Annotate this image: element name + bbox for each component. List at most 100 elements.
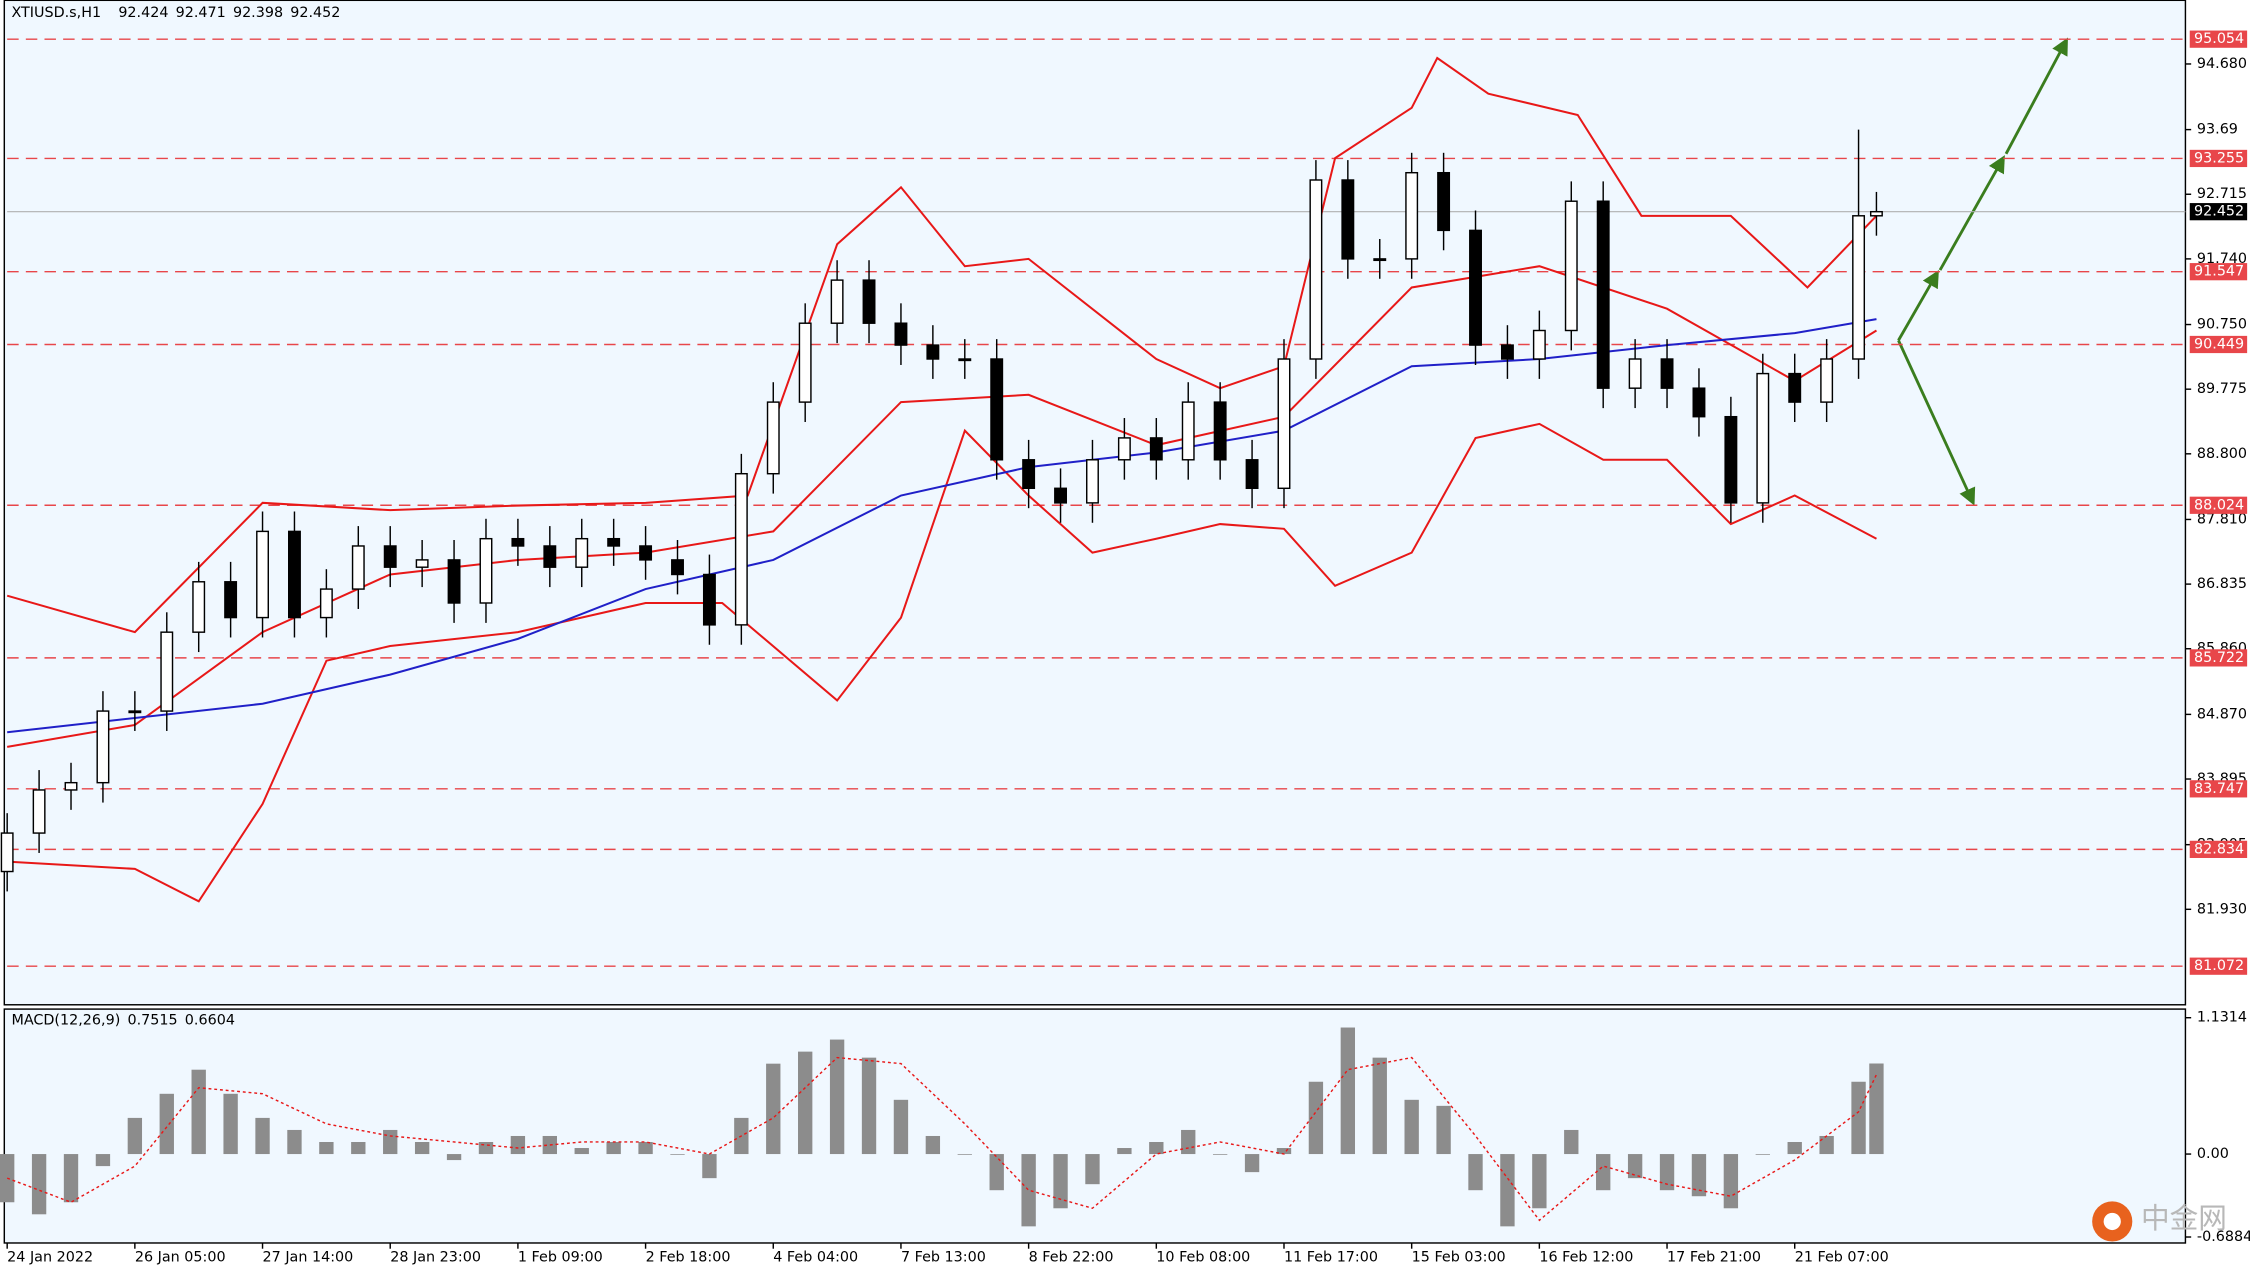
- y-tick-label: 84.870: [2197, 706, 2247, 722]
- macd-bar: [893, 1099, 909, 1155]
- x-tick-label: 21 Feb 07:00: [1795, 1249, 1889, 1265]
- macd-bar: [1053, 1154, 1068, 1209]
- y-tick-label: 90.750: [2197, 317, 2247, 333]
- macd-bar: [63, 1154, 79, 1203]
- candle-body: [766, 401, 780, 475]
- macd-bar: [1755, 1154, 1770, 1155]
- candle-body: [351, 545, 365, 590]
- y-tick-label: 89.775: [2197, 381, 2247, 397]
- macd-bar: [1276, 1148, 1292, 1155]
- macd-bar: [1212, 1154, 1228, 1155]
- level-label: 91.547: [2194, 264, 2244, 280]
- macd-bar: [1404, 1099, 1419, 1155]
- y-tick-label: 92.715: [2197, 186, 2247, 202]
- level-label: 85.722: [2194, 650, 2244, 666]
- x-tick-label: 26 Jan 05:00: [135, 1249, 226, 1265]
- x-tick-label: 11 Feb 17:00: [1284, 1249, 1378, 1265]
- level-label-box: [2189, 335, 2248, 354]
- macd-bar: [1723, 1154, 1739, 1209]
- candle-body: [1373, 258, 1387, 262]
- macd-bar: [95, 1154, 111, 1167]
- candle-body: [543, 545, 557, 568]
- candle-body: [1405, 171, 1419, 260]
- level-label: 90.449: [2194, 336, 2244, 352]
- macd-bar: [510, 1135, 526, 1155]
- macd-bar: [255, 1117, 270, 1155]
- macd-bar: [1468, 1154, 1483, 1191]
- candle-body: [1852, 215, 1866, 360]
- y-tick-label: 81.930: [2197, 901, 2247, 917]
- candle-body: [96, 710, 110, 784]
- arrow: [1897, 269, 1939, 342]
- candle-body: [1756, 372, 1770, 504]
- macd-bar: [1659, 1154, 1675, 1191]
- x-tick-label: 4 Feb 04:00: [773, 1249, 858, 1265]
- candle-body: [1022, 459, 1036, 490]
- macd-bar: [414, 1142, 430, 1155]
- candle-body: [1469, 229, 1482, 346]
- y-tick-label: 88.800: [2197, 446, 2247, 462]
- level-label-box: [2189, 780, 2248, 798]
- candle-body: [128, 710, 142, 714]
- candle-body: [1564, 200, 1578, 332]
- candle-body: [0, 832, 14, 873]
- candle-body: [1277, 358, 1291, 490]
- candle-body: [830, 279, 844, 324]
- candle-body: [1149, 437, 1163, 461]
- macd-bar: [1436, 1105, 1451, 1155]
- macd-bar: [1149, 1142, 1164, 1155]
- last-price-label: 92.452: [2194, 204, 2244, 220]
- candle-body: [1724, 415, 1738, 504]
- y-tick-label: 93.69: [2197, 122, 2238, 138]
- y-tick-label: 0.00: [2197, 1146, 2229, 1162]
- candle-body: [1596, 200, 1610, 389]
- macd-bar: [223, 1093, 238, 1155]
- macd-bar: [606, 1142, 621, 1155]
- macd-bar: [287, 1129, 302, 1155]
- candle-body: [383, 545, 397, 568]
- x-tick-label: 27 Jan 14:00: [263, 1249, 354, 1265]
- candle-body: [702, 573, 716, 626]
- quote-value: 92.452: [290, 5, 340, 21]
- candle-body: [798, 322, 812, 403]
- level-label-box: [2189, 149, 2248, 168]
- level-label-box: [2189, 840, 2248, 858]
- macd-bar: [383, 1129, 398, 1155]
- candle-body: [734, 472, 748, 626]
- y-tick-label: 87.810: [2197, 511, 2247, 527]
- x-tick-label: 15 Feb 03:00: [1412, 1249, 1506, 1265]
- candle-body: [1660, 358, 1674, 389]
- y-tick-label: 94.680: [2197, 56, 2247, 72]
- quote-value: 92.471: [176, 5, 226, 21]
- macd-bar: [829, 1039, 845, 1155]
- macd-bar: [319, 1142, 334, 1155]
- macd-bar: [670, 1154, 685, 1155]
- chart-title: XTIUSD.s,H1 92.424 92.471 92.398 92.452: [11, 5, 340, 21]
- candle-body: [160, 631, 174, 712]
- candle-body: [575, 537, 589, 568]
- macd-panel: [3, 1008, 2187, 1244]
- candle-body: [607, 537, 621, 547]
- macd-bar: [798, 1051, 813, 1155]
- logo-text: 中金网: [2141, 1201, 2227, 1235]
- arrow: [1897, 339, 1976, 506]
- y-tick-label: 91.740: [2197, 251, 2247, 267]
- forecast-arrows: [1897, 37, 2068, 506]
- x-tick-label: 10 Feb 08:00: [1156, 1249, 1250, 1265]
- x-tick-label: 1 Feb 09:00: [518, 1249, 603, 1265]
- macd-bar: [1500, 1154, 1515, 1227]
- level-label-box: [2189, 30, 2248, 48]
- macd-bar: [1117, 1148, 1132, 1155]
- quote-value: 0.7515: [127, 1013, 177, 1029]
- macd-bar: [638, 1142, 653, 1155]
- level-label: 88.024: [2194, 497, 2244, 513]
- macd-bar: [1869, 1063, 1884, 1155]
- macd-bar: [574, 1148, 589, 1155]
- macd-bar: [1851, 1081, 1866, 1155]
- macd-bar: [702, 1154, 717, 1179]
- candle-body: [288, 530, 301, 619]
- candle-body: [1213, 401, 1227, 461]
- macd-bar: [1372, 1057, 1387, 1155]
- macd-bar: [1564, 1129, 1579, 1155]
